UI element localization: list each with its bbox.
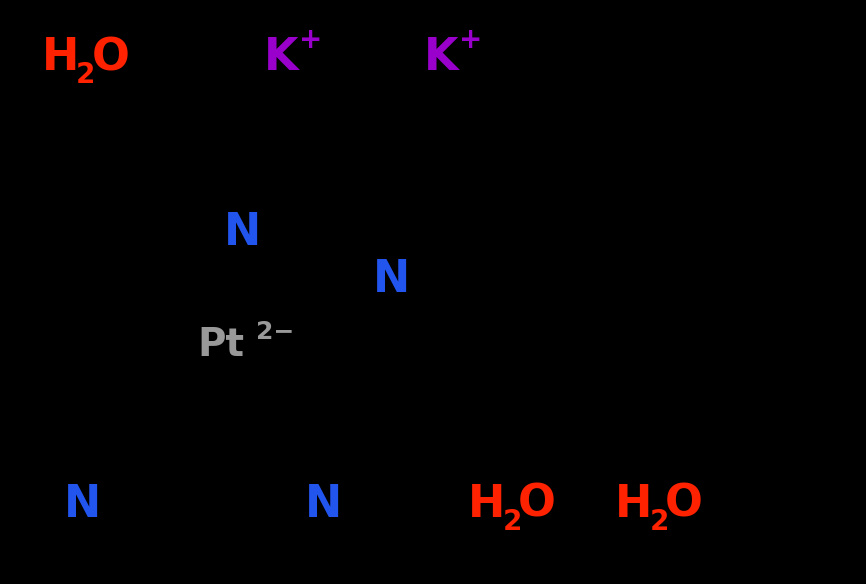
Text: 2: 2 — [650, 507, 669, 536]
Text: K: K — [264, 36, 299, 79]
Text: 2−: 2− — [256, 319, 294, 344]
Text: H: H — [615, 483, 652, 526]
Text: H: H — [468, 483, 505, 526]
Text: 2: 2 — [76, 61, 95, 89]
Text: K: K — [424, 36, 459, 79]
Text: N: N — [305, 483, 342, 526]
Text: N: N — [64, 483, 101, 526]
Text: O: O — [665, 483, 703, 526]
Text: N: N — [372, 258, 410, 301]
Text: N: N — [223, 211, 261, 254]
Text: H: H — [42, 36, 79, 79]
Text: +: + — [299, 26, 322, 54]
Text: O: O — [92, 36, 130, 79]
Text: 2: 2 — [502, 507, 521, 536]
Text: Pt: Pt — [197, 326, 244, 364]
Text: O: O — [518, 483, 556, 526]
Text: +: + — [459, 26, 482, 54]
